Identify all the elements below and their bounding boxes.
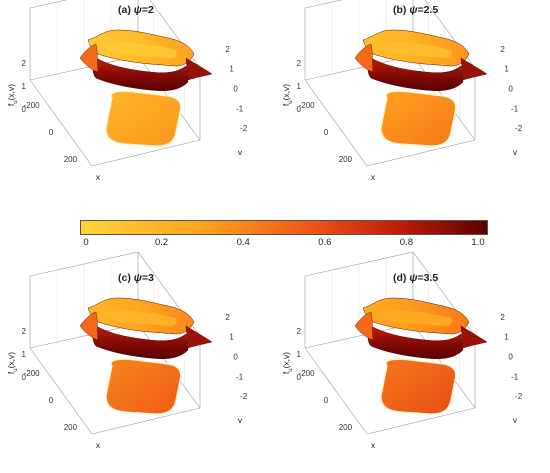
x-axis-label: x [96,172,101,182]
v-axis-label: v [513,147,518,157]
v-tick-label: 2 [500,313,505,322]
right-wing [460,57,488,81]
panel-title: (c) ψ=3 [118,272,154,284]
v-tick-label: 2 [500,45,505,54]
lower-distribution [380,90,457,147]
x-tick-label: 200 [339,155,353,164]
v-tick-label: 1 [229,65,234,74]
v-tick-label: 0 [508,85,513,94]
z-tick-label: 0 [22,105,27,114]
v-axis-label: v [238,147,243,157]
z-tick-label: 1 [22,350,27,359]
v-axis-label: v [238,415,243,425]
lower-distribution [105,358,182,415]
z-tick-label: 0 [22,373,27,382]
right-wing [460,325,488,349]
colorbar-tick-label: 0 [83,237,89,248]
z-tick-label: 2 [22,59,27,68]
v-tick-label: 0 [233,353,238,362]
panel-title: (a) ψ=2 [118,4,154,16]
colorbar-tick-label: 1.0 [471,237,485,248]
colorbar-gradient [80,220,488,235]
x-tick-label: 0 [324,396,329,405]
panel-a: -200 0 200 2 1 0 -1 -2 0 1 2 x v fu(x,v) (a) ψ=2 [0,0,275,200]
panel-d: -200 0 200 2 1 0 -1 -2 0 1 2 x v fu(x,v) (d) ψ=3.5 [275,251,550,468]
z-tick-label: 2 [297,59,302,68]
upper-sheet-front [367,325,464,359]
z-tick-label: 1 [297,82,302,91]
panel-title: (d) ψ=3.5 [393,272,439,284]
z-tick-label: 1 [297,350,302,359]
z-tick-label: 1 [22,82,27,91]
x-axis-label: x [371,172,376,182]
left-wing [354,43,374,73]
v-tick-label: 1 [504,333,509,342]
right-wing [185,57,213,81]
x-axis-label: x [96,440,101,450]
x-tick-label: 0 [49,396,54,405]
x-tick-label: 200 [64,423,78,432]
colorbar-tick-label: 0.8 [399,237,413,248]
left-wing [354,311,374,341]
plateau-highlight [379,310,452,326]
x-tick-label: 0 [49,128,54,137]
left-wing [79,311,99,341]
x-tick-label: -200 [299,101,316,110]
v-tick-label: -1 [511,372,519,381]
x-tick-label: 0 [324,128,329,137]
x-tick-label: -200 [299,369,316,378]
colorbar: 0 0.2 0.4 0.6 0.8 1.0 [80,220,488,260]
z-tick-label: 2 [297,327,302,336]
v-tick-label: 1 [229,333,234,342]
plateau-highlight [104,42,177,58]
v-tick-label: 1 [504,65,509,74]
plateau-highlight [104,310,177,326]
v-tick-label: 2 [225,45,230,54]
v-tick-label: 2 [225,313,230,322]
panel-title: (b) ψ=2.5 [393,4,439,16]
left-wing [79,43,99,73]
x-tick-label: -200 [24,369,41,378]
plateau-highlight [379,42,452,58]
z-tick-label: 0 [297,105,302,114]
panel-c: -200 0 200 2 1 0 -1 -2 0 1 2 x v fu(x,v) (c) ψ=3 [0,251,275,468]
v-tick-label: 0 [233,85,238,94]
right-wing [185,325,213,349]
v-tick-label: -2 [240,392,248,401]
x-tick-label: 200 [64,155,78,164]
x-axis-label: x [371,440,376,450]
upper-sheet-front [92,325,189,359]
upper-sheet-front [367,57,464,91]
v-tick-label: -1 [236,104,244,113]
z-tick-label: 2 [22,327,27,336]
lower-distribution [105,90,182,147]
z-axis-label: fu(x,v) [6,352,19,374]
colorbar-tick-label: 0.6 [318,237,332,248]
v-tick-label: -2 [240,124,248,133]
upper-sheet-front [92,57,189,91]
x-tick-label: 200 [339,423,353,432]
v-tick-label: -1 [511,104,519,113]
z-axis-label: fu(x,v) [6,84,19,106]
lower-distribution [380,358,457,415]
z-axis-label: fu(x,v) [281,84,294,106]
v-tick-label: -2 [515,392,523,401]
z-tick-label: 0 [297,373,302,382]
v-tick-label: -2 [515,124,523,133]
z-axis-label: fu(x,v) [281,352,294,374]
v-axis-label: v [513,415,518,425]
colorbar-tick-label: 0.4 [236,237,250,248]
v-tick-label: -1 [236,372,244,381]
v-tick-label: 0 [508,353,513,362]
x-tick-label: -200 [24,101,41,110]
colorbar-tick-label: 0.2 [154,237,169,248]
panel-b: -200 0 200 2 1 0 -1 -2 0 1 2 x v fu(x,v) (b) ψ=2.5 [275,0,550,200]
